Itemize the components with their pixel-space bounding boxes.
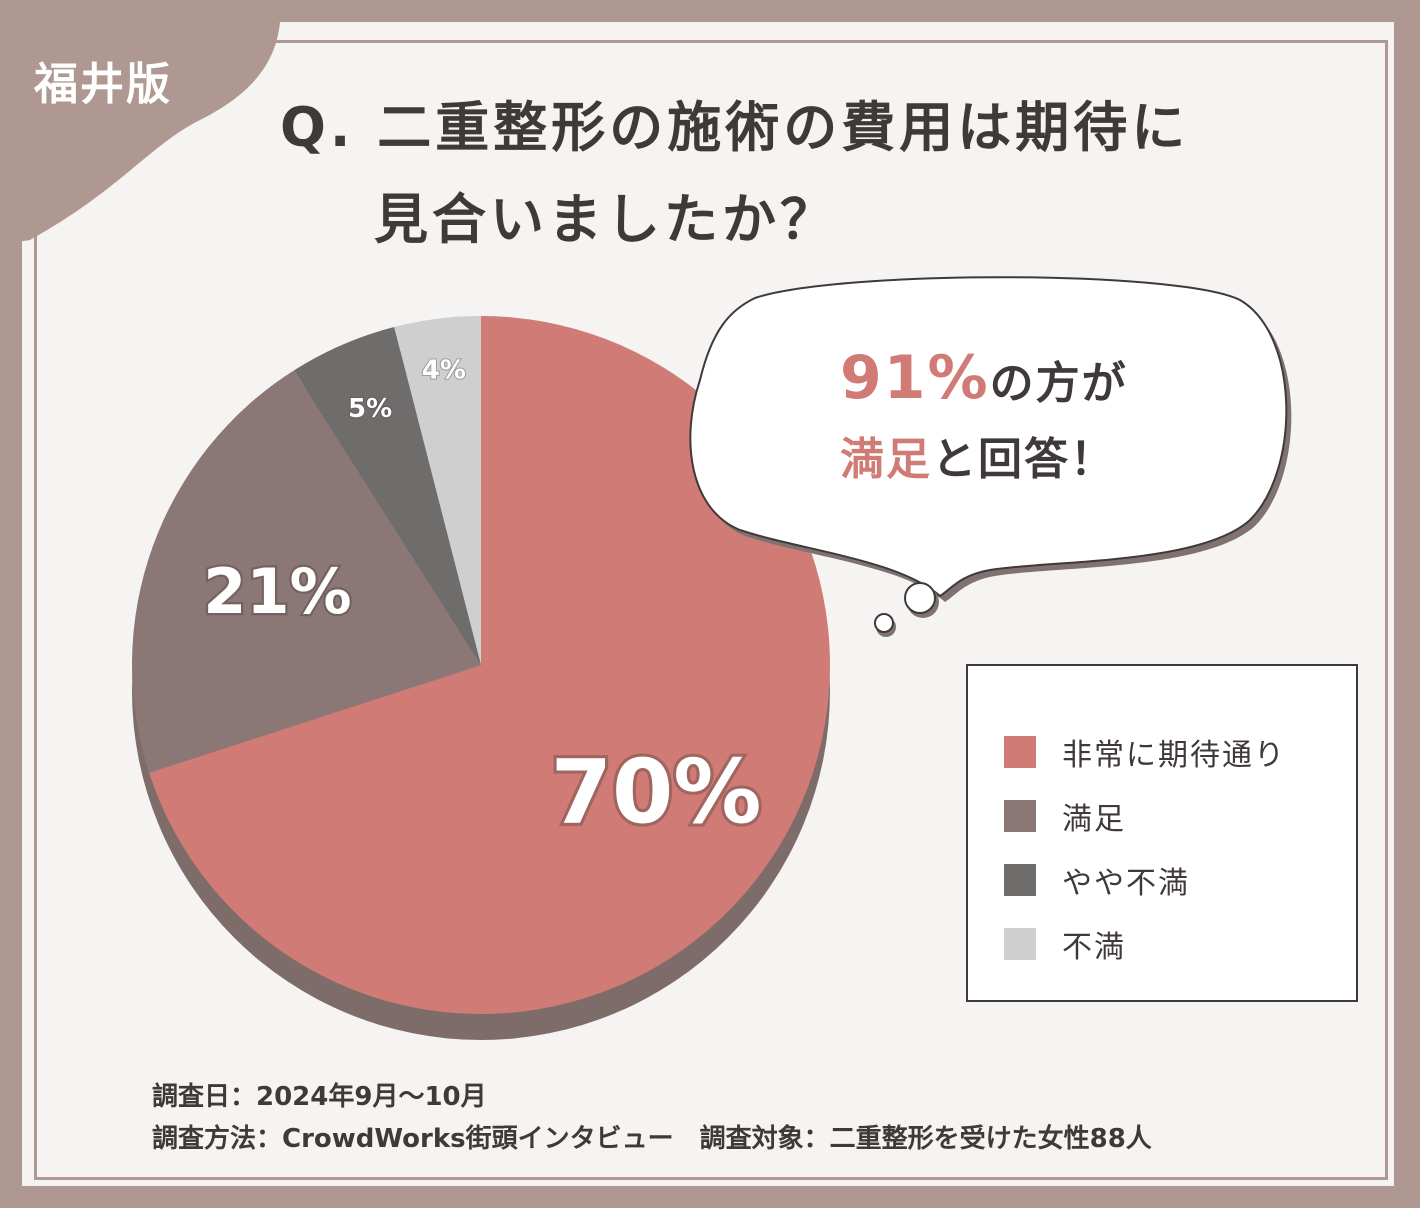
pie-slices [132,316,830,1014]
legend-label: 非常に期待通り [1062,738,1286,773]
survey-method: 調査方法：CrowdWorks街頭インタビュー 調査対象：二重整形を受けた女性8… [152,1124,1152,1154]
bubble-line-2-rest: と回答！ [932,434,1116,485]
pie-slice [394,316,481,665]
bubble-accent-word: 満足 [840,434,932,485]
pie-value-label: 4% [422,356,466,386]
legend-label: やや不満 [1062,866,1190,901]
legend-label: 不満 [1062,930,1126,965]
legend-swatch [1004,800,1036,832]
pie-slice [149,316,830,1014]
pie-slice [293,326,481,665]
legend-item: 不満 [968,912,1356,976]
chart-legend: 非常に期待通り 満足 やや不満 不満 [966,664,1358,1002]
thought-bubble [689,276,1292,637]
region-label: 福井版 [34,59,172,110]
pie-labels: 70% 21% 5% 4% [201,355,765,847]
page-title: Q. 二重整形の施術の費用は期待に 見合いましたか？ [280,82,1370,266]
pie-slice [132,370,482,773]
legend-swatch [1004,736,1036,768]
bubble-line-2: 満足と回答！ [840,422,1200,498]
pie-value-label: 5% [348,394,392,424]
corner-decoration [0,0,281,245]
bubble-line-1-rest: の方が [989,358,1128,409]
bubble-text: 91%の方が 満足と回答！ [840,340,1200,498]
bubble-percent: 91% [840,343,990,413]
legend-swatch [1004,928,1036,960]
bubble-line-1: 91%の方が [840,340,1200,422]
legend-label: 満足 [1062,802,1126,837]
legend-swatch [1004,864,1036,896]
legend-item: 満足 [968,784,1356,848]
legend-item: やや不満 [968,848,1356,912]
legend-item: 非常に期待通り [968,720,1356,784]
survey-footer: 調査日：2024年9月～10月 調査方法：CrowdWorks街頭インタビュー … [152,1076,1352,1160]
title-line-1: Q. 二重整形の施術の費用は期待に [280,96,1190,159]
pie-value-label: 21% [203,555,351,628]
pie-value-label: 70% [551,741,762,844]
survey-date: 調査日：2024年9月～10月 [152,1082,487,1112]
title-line-2: 見合いましたか？ [374,188,838,251]
